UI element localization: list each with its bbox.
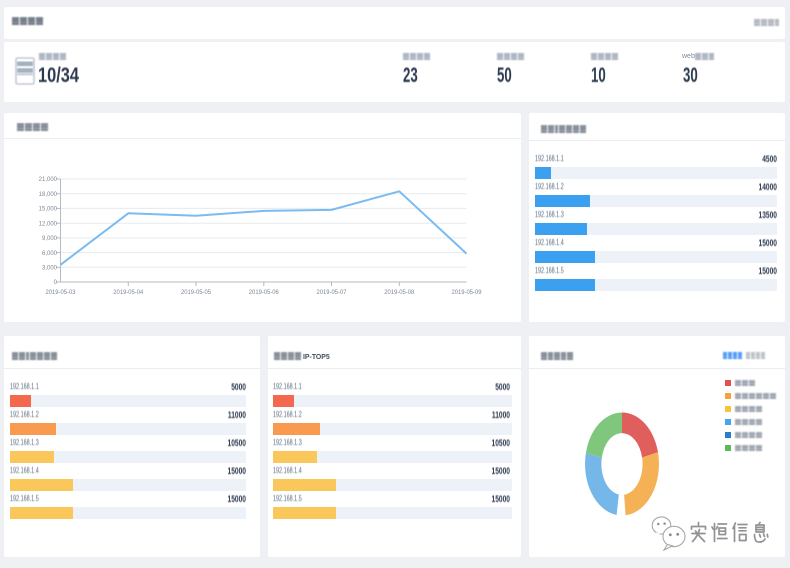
svg-text:2019-05-09: 2019-05-09 <box>452 290 483 296</box>
svg-text:9,000: 9,000 <box>42 236 58 242</box>
svg-text:2019-05-05: 2019-05-05 <box>181 290 212 296</box>
svg-text:2019-05-03: 2019-05-03 <box>46 290 77 296</box>
svg-text:6,000: 6,000 <box>42 251 58 257</box>
svg-text:2019-05-07: 2019-05-07 <box>317 290 348 296</box>
svg-text:2019-05-06: 2019-05-06 <box>249 290 280 296</box>
svg-text:21,000: 21,000 <box>39 177 58 183</box>
svg-text:2019-05-04: 2019-05-04 <box>113 290 144 296</box>
svg-text:2019-05-08: 2019-05-08 <box>384 290 415 296</box>
svg-text:3,000: 3,000 <box>42 266 58 272</box>
svg-text:12,000: 12,000 <box>39 221 58 227</box>
svg-text:18,000: 18,000 <box>39 192 58 198</box>
svg-text:15,000: 15,000 <box>39 207 58 213</box>
svg-text:0: 0 <box>54 280 58 286</box>
